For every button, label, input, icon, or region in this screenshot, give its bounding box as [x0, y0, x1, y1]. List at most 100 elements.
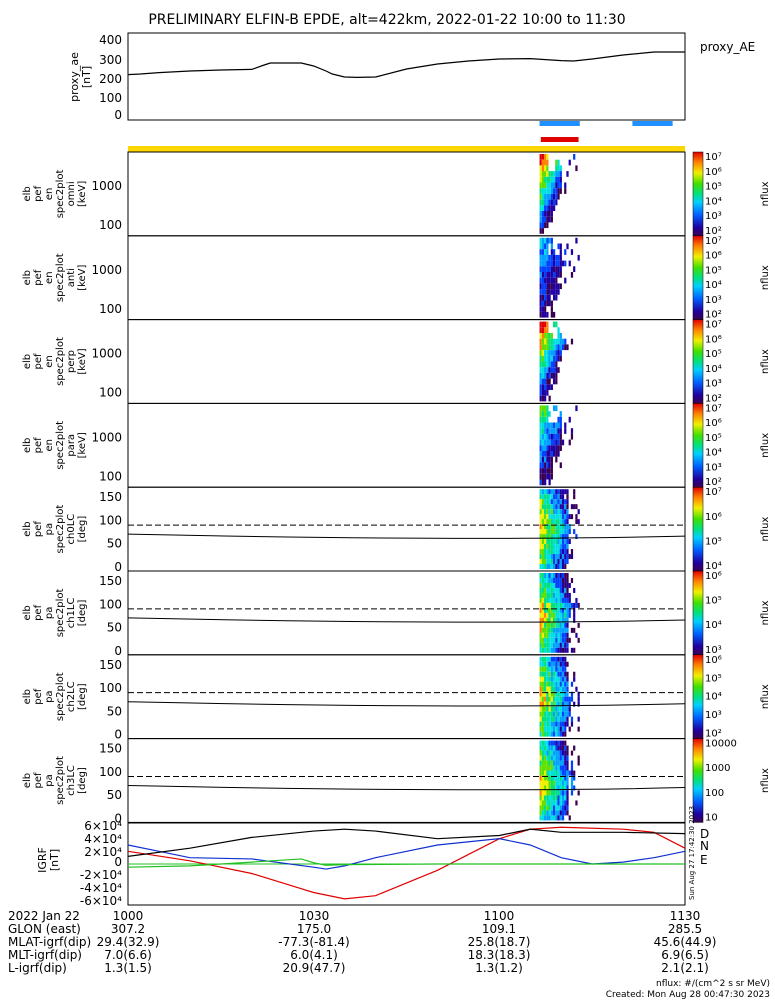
- spec-cell: [559, 750, 562, 756]
- spec-cell: [550, 681, 553, 687]
- orbit-row-value: 285.5: [668, 922, 702, 936]
- spec-cell: [573, 494, 576, 500]
- spec-cell: [561, 785, 565, 791]
- spec-cell: [564, 726, 567, 732]
- spec-cell: [550, 514, 553, 520]
- spec-cell: [555, 504, 558, 510]
- spec-cell: [557, 770, 560, 776]
- spec-cell: [546, 554, 549, 560]
- spec-cell: [552, 780, 556, 786]
- spec-panel-label: spec2plot: [55, 588, 66, 637]
- spec-cell: [552, 524, 556, 530]
- spec-cell: [557, 701, 560, 707]
- spec-cell: [577, 726, 580, 732]
- spec-cell: [557, 597, 560, 603]
- spec-cell: [541, 564, 545, 569]
- spec-cell: [544, 237, 547, 244]
- spec-cell: [539, 489, 542, 495]
- spec-cell: [539, 311, 542, 318]
- spec-cell: [566, 647, 569, 653]
- spec-cell: [541, 676, 545, 682]
- spec-cell: [544, 740, 547, 746]
- spec-cell: [546, 171, 549, 177]
- spec-cell: [544, 795, 547, 801]
- loss-cone-solid-line: [127, 533, 686, 539]
- spec-cell: [564, 696, 567, 702]
- spec-cell: [561, 740, 565, 746]
- spec-cell: [559, 647, 562, 653]
- spec-cell: [552, 519, 556, 525]
- spec-cell: [570, 433, 574, 440]
- spec-cell: [555, 372, 558, 379]
- spec-cell: [546, 321, 549, 328]
- spec-cell: [539, 171, 542, 177]
- spec-cell: [552, 622, 556, 628]
- spec-cell: [546, 260, 549, 267]
- spec-panel-tick: 1000: [91, 430, 122, 444]
- spec-cell: [550, 711, 553, 717]
- spec-cell: [552, 676, 556, 682]
- spec-cell: [566, 504, 569, 510]
- spec-cell: [548, 765, 551, 771]
- orbit-row-label: MLAT-igrf(dip): [8, 935, 91, 949]
- spec-panel-tick: 150: [99, 490, 122, 504]
- spec-cell: [561, 338, 565, 345]
- spec-cell: [539, 805, 542, 811]
- spec-cell: [550, 622, 553, 628]
- spec-cell: [548, 549, 551, 555]
- spec-cell: [546, 612, 549, 618]
- spec-cell: [541, 686, 545, 692]
- spec-cell: [566, 696, 569, 702]
- spec-cell: [539, 422, 542, 429]
- spec-cell: [541, 671, 545, 677]
- spec-cell: [548, 468, 551, 474]
- spec-cell: [539, 338, 542, 345]
- spec-cell: [539, 333, 542, 339]
- igrf-tick: 6×10⁴: [84, 819, 122, 833]
- spec-cell: [548, 706, 551, 712]
- spec-cell: [550, 384, 553, 390]
- spec-cell: [539, 372, 542, 379]
- spec-cell: [548, 344, 551, 351]
- spec-cell: [561, 607, 565, 613]
- spec-cell: [557, 592, 560, 598]
- spec-cell: [550, 211, 553, 217]
- spec-cell: [544, 637, 547, 643]
- spec-cell: [539, 300, 542, 307]
- spec-cell: [546, 473, 549, 480]
- spec-cell: [541, 716, 545, 722]
- spec-cell: [539, 433, 542, 440]
- spec-cell: [539, 327, 542, 333]
- spec-cell: [559, 612, 562, 618]
- spec-cell: [548, 266, 551, 272]
- spec-cell: [539, 182, 542, 189]
- spec-cell: [555, 785, 558, 791]
- spec-cell: [559, 266, 562, 272]
- spec-cell: [550, 306, 553, 312]
- proxy-ae-tick: 400: [99, 33, 122, 47]
- spec-panel-frame: [127, 235, 686, 321]
- spec-panel-perp: elb pef en spec2plot perp [keV] 100010010⁷10⁶1…: [22, 319, 771, 404]
- spec-cell: [539, 785, 542, 791]
- spec-cell: [559, 422, 562, 429]
- spec-cell: [544, 775, 547, 781]
- spec-cell: [555, 760, 558, 766]
- spec-cell: [548, 462, 551, 469]
- spec-cell: [564, 810, 567, 816]
- spec-cell: [544, 671, 547, 677]
- spec-cell: [573, 775, 576, 781]
- spec-cell: [539, 607, 542, 613]
- spec-cell: [564, 800, 567, 806]
- spec-cell: [552, 205, 556, 211]
- spec-cell: [544, 790, 547, 796]
- spec-cell: [555, 577, 558, 583]
- spec-cell: [555, 686, 558, 692]
- spec-cell: [539, 350, 542, 356]
- spec-cell: [541, 681, 545, 687]
- spec-cell: [539, 529, 542, 535]
- spec-cell: [546, 384, 549, 390]
- spec-panel-frame: [127, 319, 686, 404]
- spec-cell: [570, 647, 574, 653]
- spec-cell: [555, 509, 558, 515]
- spec-cell: [559, 810, 562, 816]
